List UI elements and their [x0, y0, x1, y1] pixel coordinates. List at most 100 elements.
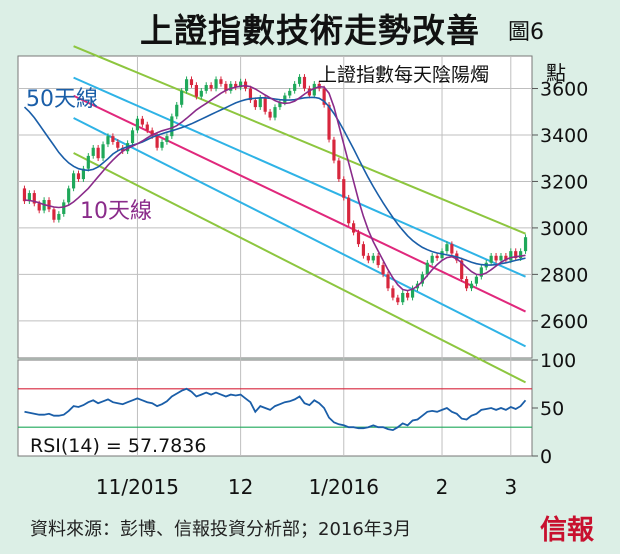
candle-body: [504, 255, 508, 261]
rsi-group: [18, 387, 532, 432]
candle-body: [76, 173, 81, 180]
candle-body: [283, 95, 287, 103]
candle-body: [140, 118, 144, 125]
candle-body: [234, 83, 238, 88]
candle-body: [430, 255, 434, 263]
candle-body: [322, 88, 326, 105]
candle-body: [184, 79, 189, 91]
candle-body: [52, 209, 56, 220]
candle-body: [258, 97, 262, 108]
ma50-line: [23, 96, 526, 266]
channel-green-lower-line: [73, 152, 526, 384]
ma10-label: 10天線: [80, 199, 152, 224]
candle-body: [312, 83, 316, 96]
y-tick-label: 3000: [540, 218, 588, 240]
chart-annotations: 上證指數每天陰陽燭 點 50天線 10天線 RSI(14) = 57.7836: [26, 61, 566, 457]
candle-body: [273, 107, 277, 118]
candle-body: [189, 79, 194, 86]
candle-body: [327, 104, 331, 140]
candle-body: [469, 283, 474, 289]
unit-label: 點: [546, 61, 566, 85]
candle-body: [278, 102, 282, 108]
candle-body: [514, 251, 518, 259]
y-tick-label: 3600: [540, 79, 588, 101]
candle-body: [386, 274, 390, 289]
candle-body: [509, 251, 513, 261]
candle-body: [219, 79, 223, 84]
candle-body: [71, 173, 76, 189]
candle-body: [420, 274, 424, 284]
ma50-label: 50天線: [26, 87, 98, 112]
source-note: 資料來源：彭博、信報投資分析部；2016年3月: [30, 519, 412, 540]
rsi-tick-label: 50: [540, 398, 564, 420]
candle-body: [150, 130, 154, 137]
candle-body: [239, 81, 243, 88]
candle-body: [381, 265, 385, 275]
candle-body: [479, 267, 483, 277]
channel-green-upper-line: [73, 45, 526, 235]
candle-body: [445, 244, 449, 252]
candle-body: [410, 288, 415, 298]
ma10-line: [24, 84, 526, 292]
candle-body: [204, 85, 208, 91]
moving-averages: [23, 84, 526, 292]
candle-body: [155, 136, 159, 148]
x-tick-label: 11/2015: [96, 475, 179, 499]
candle-body: [302, 76, 307, 89]
channel-blue-upper-line: [73, 76, 526, 278]
candle-body: [135, 118, 140, 131]
candle-body: [361, 244, 366, 256]
brand-logo: 信報: [540, 515, 594, 546]
candle-body: [288, 90, 292, 96]
candle-body: [175, 104, 179, 117]
candle-body: [145, 124, 149, 131]
rsi-tick-label: 100: [540, 350, 576, 372]
candle-body: [106, 136, 110, 145]
rsi-tick-label: 0: [540, 446, 552, 468]
candle-body: [248, 88, 253, 101]
candle-body: [450, 244, 454, 254]
candle-body: [489, 255, 493, 263]
candle-body: [47, 200, 51, 210]
rsi-line: [24, 387, 527, 432]
candle-body: [342, 179, 346, 198]
axis-labels: 2600 2800 3000 3200 3400 3600 0 50 100 11/2015 12 1…: [96, 79, 588, 499]
candle-body: [376, 255, 380, 266]
legend-text: 上證指數每天陰陽燭: [318, 64, 489, 86]
candle-body: [214, 79, 218, 89]
candle-body: [499, 255, 503, 261]
candle-body: [460, 260, 464, 280]
y-tick-label: 2600: [540, 311, 588, 333]
channel-blue-lower-line: [73, 117, 526, 348]
candle-body: [101, 144, 105, 159]
candle-body: [111, 136, 115, 142]
candle-body: [297, 76, 302, 84]
candle-body: [57, 213, 61, 220]
candle-body: [263, 97, 267, 112]
x-tick-label: 2: [436, 475, 449, 499]
candle-body: [81, 168, 86, 180]
candle-body: [67, 188, 71, 203]
candle-body: [406, 292, 410, 298]
candle-body: [229, 83, 233, 91]
candle-body: [96, 147, 100, 159]
candle-body: [366, 255, 370, 261]
candle-body: [116, 141, 120, 148]
candle-body: [356, 232, 361, 245]
candle-body: [474, 276, 479, 284]
y-tick-label: 3400: [540, 125, 588, 147]
candle-body: [62, 202, 66, 214]
candle-body: [253, 100, 257, 108]
candle-body: [464, 279, 469, 289]
candle-body: [401, 292, 405, 303]
candle-body: [519, 251, 523, 259]
x-tick-label: 1/2016: [309, 475, 379, 499]
candle-body: [199, 90, 203, 97]
candle-body: [160, 141, 164, 148]
channel-mid-line: [73, 94, 526, 313]
candle-body: [121, 147, 125, 152]
candle-body: [371, 255, 375, 261]
candle-body: [180, 90, 184, 105]
candle-body: [396, 297, 400, 303]
candle-body: [523, 237, 528, 252]
